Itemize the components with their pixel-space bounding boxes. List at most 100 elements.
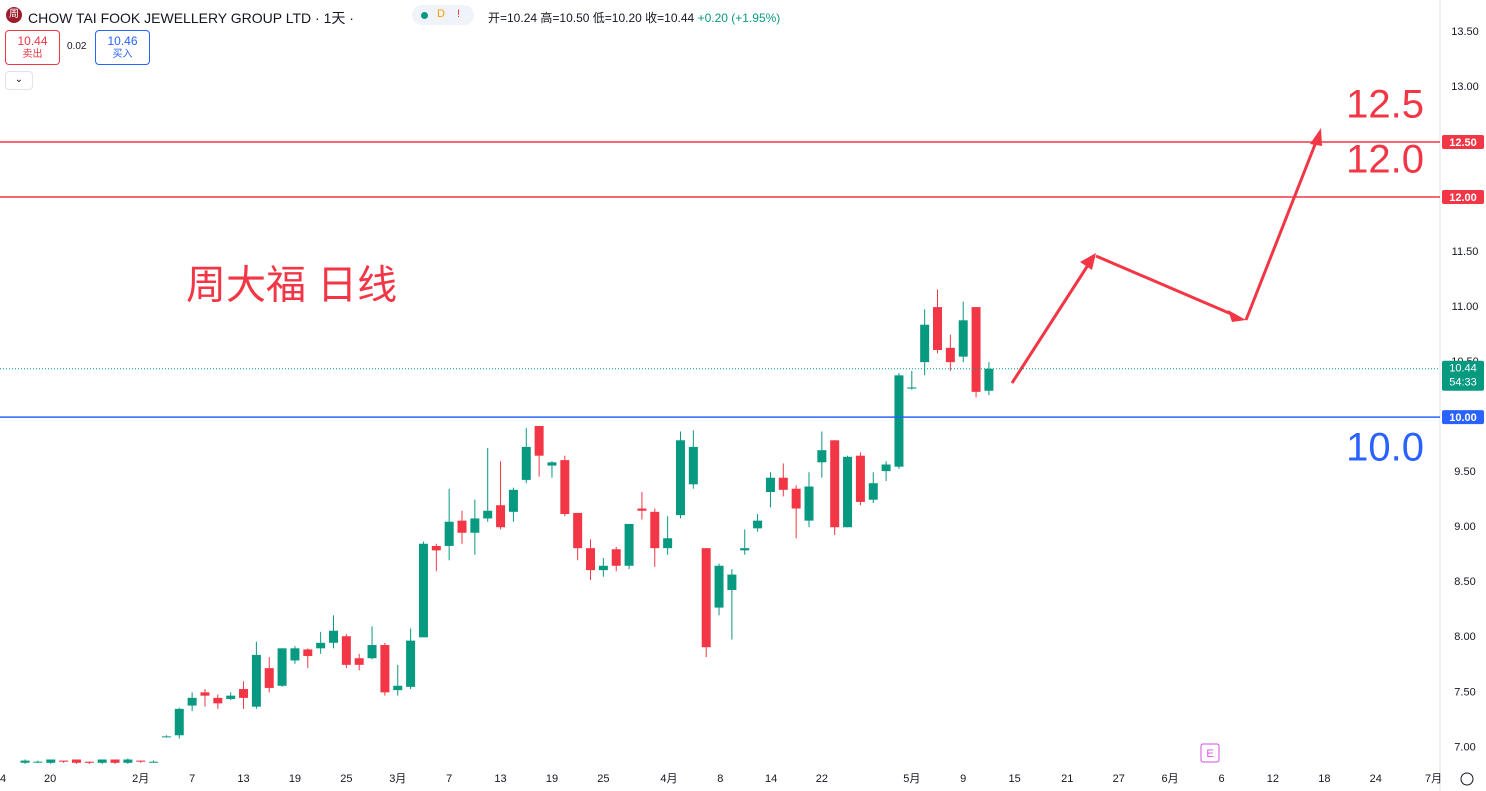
candle-body [393,685,403,691]
x-tick-label: 7月 [1425,773,1442,785]
candle-body [855,455,865,502]
last-price-box [1442,360,1484,391]
y-tick-label: 9.50 [1454,466,1475,478]
candle-body [380,645,390,693]
y-tick-label: 11.00 [1452,301,1479,313]
candle-body [341,636,351,665]
arrow-head [1310,128,1322,146]
buy-label: 买入 [112,49,133,60]
candle-body [534,425,544,456]
candle-body [264,668,274,688]
price-label-box [1442,190,1484,205]
x-tick-label: 7 [189,773,195,785]
candle-body [59,760,69,762]
line-annotation: 12.0 [1346,138,1424,182]
y-tick-label: 8.00 [1454,631,1475,643]
candle-body [727,574,737,590]
candle-body [624,523,634,566]
settings-icon[interactable] [1460,772,1474,786]
x-tick-label: 6月 [1162,773,1179,785]
countdown-label: 54:33 [1449,377,1477,389]
candle-body [791,488,801,509]
candle-body [277,648,287,686]
candle-body [431,545,441,551]
candle-body [213,697,223,704]
price-label-box [1442,134,1484,149]
x-tick-label: 2月 [132,773,149,785]
candle-body [97,759,107,763]
candle-body [753,520,763,529]
candle-body [573,512,583,549]
candle-body [714,565,724,608]
ohlc-open: 开=10.24 [488,11,538,25]
candle-body [290,648,300,661]
collapse-button[interactable]: ⌄ [5,71,33,90]
candle-body [496,505,506,528]
ohlc-close: 收=10.44 [645,11,695,25]
y-tick-label: 7.50 [1454,686,1475,698]
candle-body [688,446,698,485]
sell-button[interactable]: 10.44 卖出 [5,30,60,65]
x-tick-label: 6 [1218,773,1224,785]
x-tick-label: 24 [1370,773,1382,785]
x-tick-label: 15 [1008,773,1020,785]
buy-button[interactable]: 10.46 买入 [95,30,150,65]
candle-body [483,510,493,519]
candle-body [650,511,660,549]
status-pill: D ! [412,5,474,25]
x-tick-label: 13 [494,773,506,785]
candle-body [46,759,56,763]
y-tick-label: 8.50 [1454,576,1475,588]
x-tick-label: 5月 [903,773,920,785]
candle-body [586,548,596,571]
sell-price: 10.44 [17,34,48,48]
x-tick-label: 20 [44,773,56,785]
arrow-head [1228,310,1246,322]
candle-body [239,689,249,698]
candle-body [406,640,416,687]
line-annotation: 12.5 [1346,83,1424,127]
candle-body [20,760,30,763]
x-tick-label: 3月 [389,773,406,785]
candle-body [971,307,981,392]
candle-body [598,565,608,571]
spread: 0.02 [67,41,87,52]
y-tick-label: 13.00 [1451,81,1479,93]
forecast-arrow [1244,141,1318,321]
x-tick-label: 14 [765,773,777,785]
last-price-label: 10.44 [1449,363,1477,375]
event-marker-label: E [1206,748,1213,760]
candle-body [161,736,171,738]
candle-body [149,761,159,763]
candle-body [84,761,94,763]
arrow-head [1080,253,1096,270]
candle-body [200,692,210,696]
buy-price: 10.46 [107,34,138,48]
candle-body [881,464,891,472]
event-marker[interactable] [1200,743,1220,763]
candle-body [933,307,943,351]
candle-body [701,548,711,648]
candle-body [508,489,518,512]
chart-annotation: 周大福 日线 [186,264,397,308]
symbol-logo: 周 [6,7,22,23]
x-tick-label: 19 [289,773,301,785]
price-label: 12.50 [1449,137,1477,149]
symbol-title[interactable]: CHOW TAI FOOK JEWELLERY GROUP LTD · 1天 · [28,10,354,26]
x-tick-label: 13 [237,773,249,785]
candle-body [33,761,43,763]
price-label-box [1442,410,1484,425]
forecast-arrow [1095,254,1237,318]
candle-body [907,387,917,389]
candle-body [945,347,955,363]
candle-body [418,543,428,638]
candle-body [470,518,480,533]
candle-body [226,695,236,699]
y-tick-label: 7.00 [1454,741,1475,753]
y-tick-label: 11.50 [1452,246,1479,258]
line-annotation: 10.0 [1346,426,1424,470]
y-tick-label: 9.00 [1454,521,1475,533]
ohlc: 开=10.24 高=10.50 低=10.20 收=10.44 +0.20 (+… [488,9,780,26]
